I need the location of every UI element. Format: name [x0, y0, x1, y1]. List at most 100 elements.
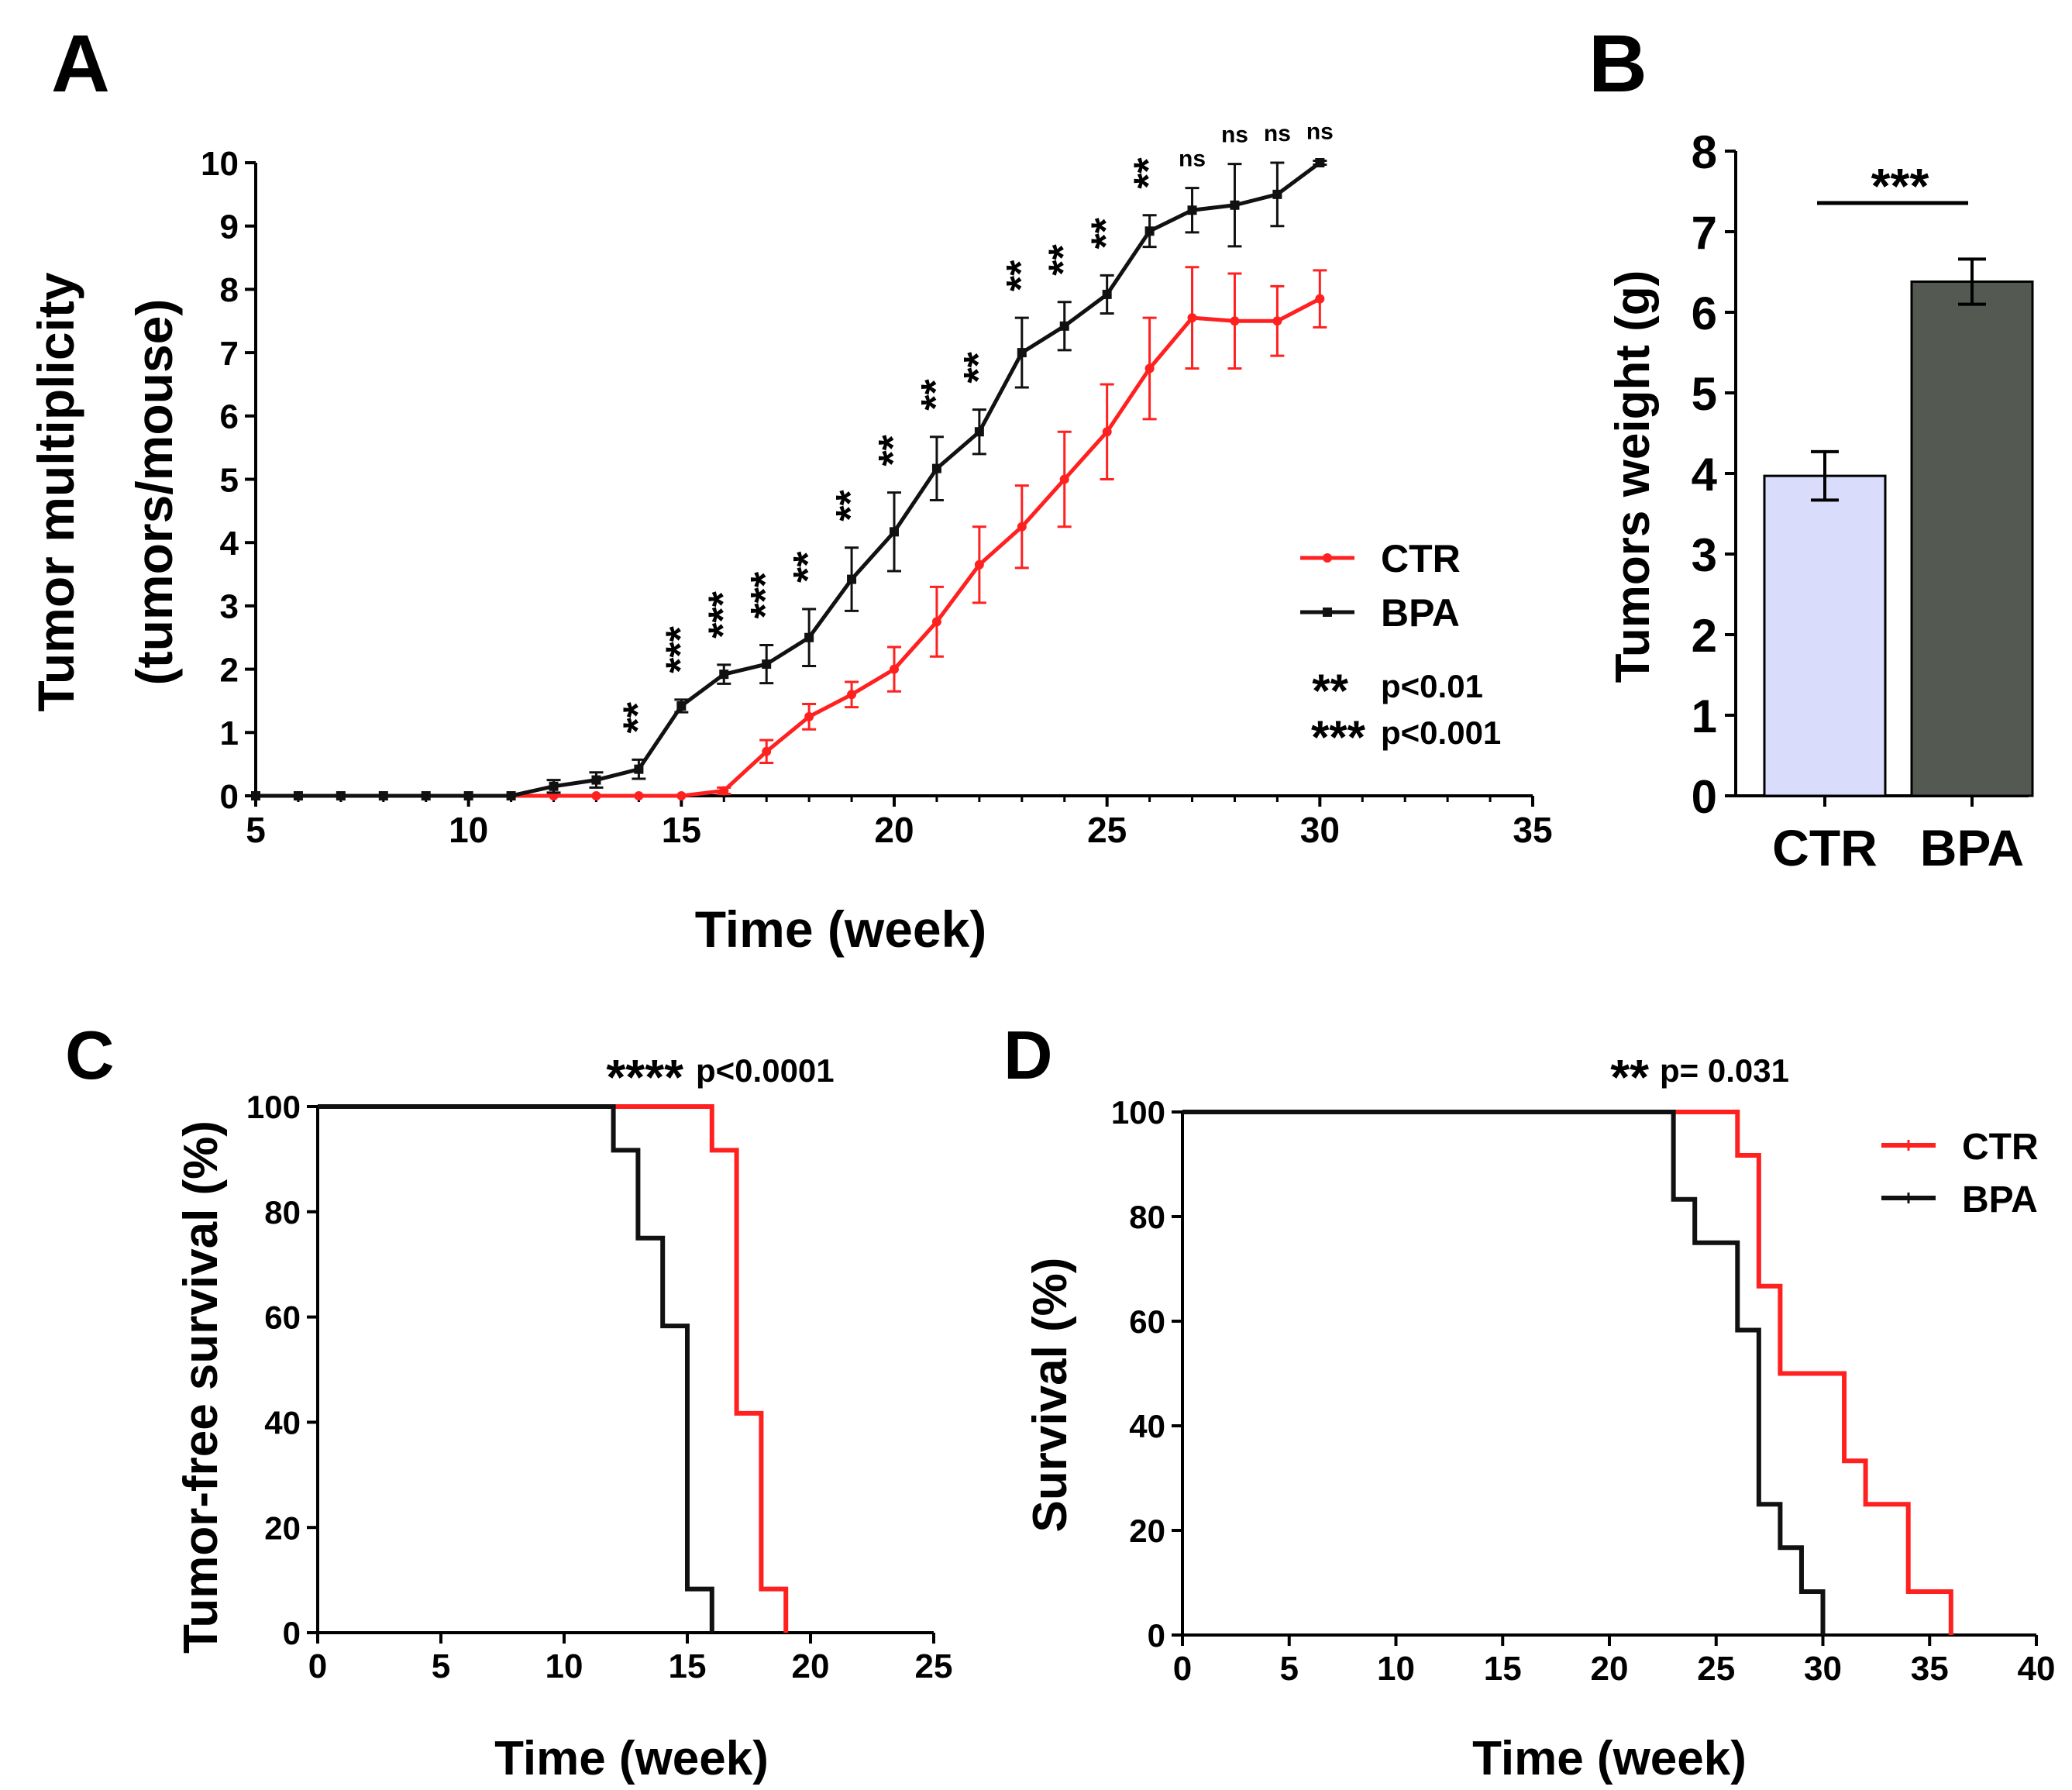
ctr-point — [1059, 474, 1069, 484]
y-tick-label: 100 — [1111, 1094, 1165, 1131]
panel-c-series — [318, 1104, 789, 1633]
x-tick-label: 5 — [1280, 1650, 1299, 1688]
x-tick-label: 10 — [1377, 1650, 1415, 1688]
bpa-point — [336, 791, 346, 800]
bpa-point — [378, 791, 388, 800]
panel-d-ylabel: Survival (%) — [1024, 1258, 1077, 1533]
ctr-point — [1102, 427, 1112, 437]
panel-d-series — [1182, 1110, 1953, 1635]
x-tick-label: 30 — [1804, 1650, 1842, 1688]
panel-c-letter: C — [65, 1017, 115, 1093]
y-tick-label: 2 — [1692, 610, 1717, 662]
bpa-point — [1059, 321, 1069, 331]
y-tick-label: 0 — [1692, 771, 1717, 823]
ctr-point — [1017, 522, 1027, 532]
x-tick-label: 0 — [1173, 1650, 1192, 1688]
significance-label: ** — [1127, 157, 1172, 189]
x-tick-label: 35 — [1513, 810, 1552, 850]
y-tick-label: 100 — [246, 1089, 301, 1125]
legend-ctr-marker — [1323, 553, 1332, 563]
p-legend-text-1: p<0.01 — [1381, 668, 1483, 704]
bpa-survival-curve — [1182, 1110, 1826, 1635]
x-tick-label: 20 — [874, 810, 914, 850]
bpa-point — [1187, 205, 1197, 215]
x-tick-label: 15 — [1484, 1650, 1522, 1688]
bar-ctr — [1763, 474, 1887, 797]
x-tick-label: CTR — [1772, 819, 1878, 876]
y-tick-label: 7 — [1692, 207, 1717, 259]
x-tick-label: 5 — [246, 810, 266, 850]
significance-label: ** — [1041, 244, 1086, 276]
bpa-point — [719, 670, 729, 680]
y-tick-label: 5 — [220, 461, 239, 499]
bpa-point — [1017, 348, 1027, 358]
panel-b-ylabel: Tumors weight (g) — [1606, 270, 1660, 683]
y-tick-label: 1 — [1692, 690, 1717, 742]
bpa-point — [506, 791, 516, 800]
panel-a-ylabel-line1: Tumor multiplicity — [27, 272, 84, 711]
x-tick-label: 25 — [915, 1647, 953, 1685]
legend-bpa-marker — [1323, 608, 1332, 617]
y-tick-label: 20 — [1129, 1513, 1165, 1549]
ctr-point — [804, 711, 814, 721]
ctr-point — [719, 786, 729, 796]
x-tick-label: 25 — [1087, 810, 1127, 850]
ctr-point — [931, 617, 941, 627]
panel-a-axes: 5 10 15 20 25 30 35 0 1 2 3 4 5 6 7 8 9 10 — [201, 145, 1553, 850]
bpa-point — [591, 775, 601, 785]
bar-bpa — [1910, 280, 2034, 797]
panel-b-axes: 0 1 2 3 4 5 6 7 8 — [1692, 126, 2029, 823]
panel-a-letter: A — [51, 19, 110, 109]
x-tick-label: 15 — [669, 1647, 707, 1685]
bpa-point — [804, 632, 814, 642]
y-tick-label: 8 — [1692, 126, 1717, 178]
x-tick-label: 25 — [1697, 1650, 1735, 1688]
panel-b-letter: B — [1588, 19, 1647, 109]
y-tick-label: 40 — [264, 1405, 301, 1441]
d-legend-bpa-label: BPA — [1962, 1179, 2038, 1220]
bpa-point — [931, 463, 941, 473]
panel-c-annotation-text: p<0.0001 — [696, 1052, 835, 1089]
panel-a-xlabel: Time (week) — [695, 900, 987, 958]
significance-label: ns — [1264, 121, 1291, 146]
ctr-point — [890, 664, 899, 674]
ctr-series-line — [256, 297, 1321, 798]
significance-label: ** — [615, 701, 660, 733]
ctr-point — [1144, 363, 1155, 373]
d-legend-ctr-label: CTR — [1962, 1127, 2039, 1168]
bpa-point — [1230, 200, 1240, 210]
y-tick-label: 6 — [220, 398, 239, 436]
significance-label: ** — [914, 379, 959, 411]
panel-d-annotation-text: p= 0.031 — [1660, 1052, 1789, 1089]
significance-label: ns — [1221, 122, 1248, 148]
panel-d-xlabel: Time (week) — [1472, 1732, 1747, 1785]
y-tick-label: 1 — [220, 714, 239, 752]
bpa-point — [890, 527, 899, 537]
bpa-point — [1144, 226, 1155, 236]
panel-a-ylabel-line2: (tumors/mouse) — [126, 299, 183, 686]
p-legend-stars-1: ** — [1312, 665, 1348, 717]
x-tick-label: 20 — [792, 1647, 830, 1685]
x-tick-label: 15 — [662, 810, 701, 850]
y-tick-label: 7 — [220, 335, 239, 373]
ctr-point — [634, 791, 644, 800]
significance-label: ** — [871, 434, 916, 466]
panel-c-ylabel: Tumor-free survival (%) — [174, 1120, 228, 1654]
significance-label: ** — [999, 260, 1044, 291]
ctr-point — [1272, 316, 1282, 326]
bpa-point — [549, 781, 559, 791]
bpa-point — [1102, 289, 1112, 299]
y-tick-label: 60 — [264, 1299, 301, 1336]
y-tick-label: 0 — [1148, 1617, 1165, 1654]
bpa-point — [251, 791, 260, 800]
ctr-point — [847, 690, 857, 700]
p-legend-stars-2: *** — [1311, 711, 1366, 763]
panel-c-axes: 0 5 10 15 20 25 0 20 40 60 80 100 — [246, 1089, 953, 1685]
y-tick-label: 80 — [264, 1194, 301, 1231]
significance-label: *** — [743, 571, 788, 618]
significance-label: ns — [1179, 146, 1206, 172]
panel-a-legend: CTR BPA — [1300, 537, 1461, 635]
p-legend-text-2: p<0.001 — [1381, 714, 1501, 751]
legend-ctr-label: CTR — [1381, 537, 1461, 580]
